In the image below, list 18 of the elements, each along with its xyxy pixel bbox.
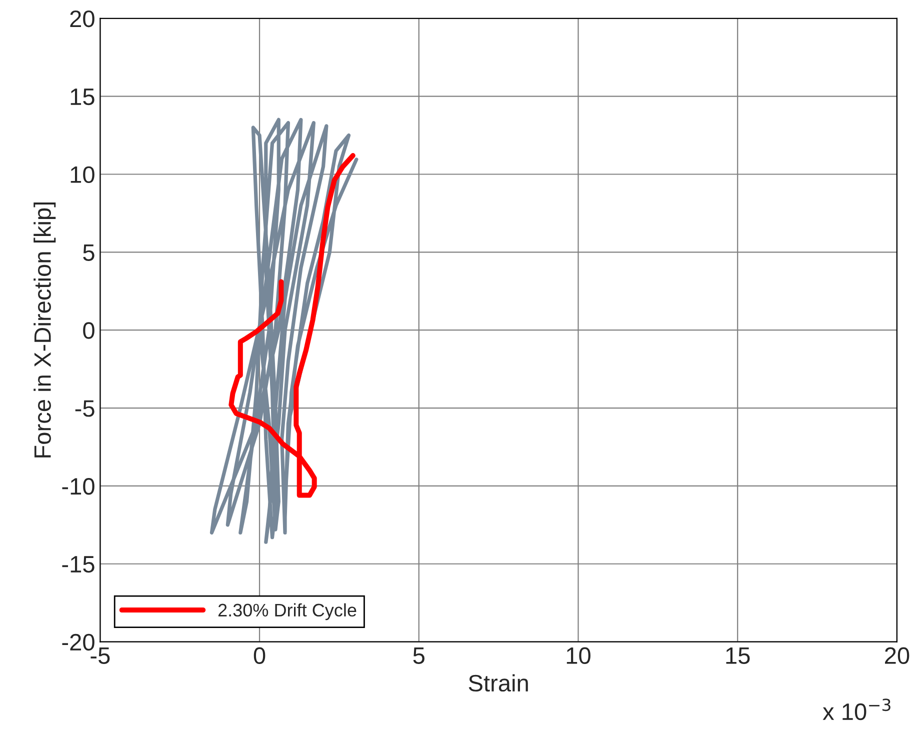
y-tick-label: 20	[70, 10, 94, 28]
y-tick-label: 15	[70, 88, 94, 106]
line-series	[210, 118, 358, 544]
x-tick-label: 15	[726, 648, 750, 664]
x-tick-label: 10	[566, 647, 590, 664]
y-tick-label: -5	[75, 400, 94, 417]
x-tick-label: 5	[413, 648, 424, 664]
y-tick-label: 0	[83, 322, 94, 339]
y-tick-label: -15	[62, 556, 94, 573]
y-tick-label: -10	[62, 478, 94, 495]
legend-label: 2.30% Drift Cycle	[218, 603, 356, 620]
x-tick-label: 0	[254, 647, 266, 664]
text: x 10$^{−3}$	[822, 698, 890, 720]
y-tick-label: 5	[83, 244, 94, 261]
y-axis-title: Force in X-Direction [kip]	[34, 202, 56, 458]
x-tick-label: 20	[885, 647, 910, 664]
x-axis-title: Strain	[468, 674, 528, 692]
y-tick-label: 10	[70, 166, 94, 184]
